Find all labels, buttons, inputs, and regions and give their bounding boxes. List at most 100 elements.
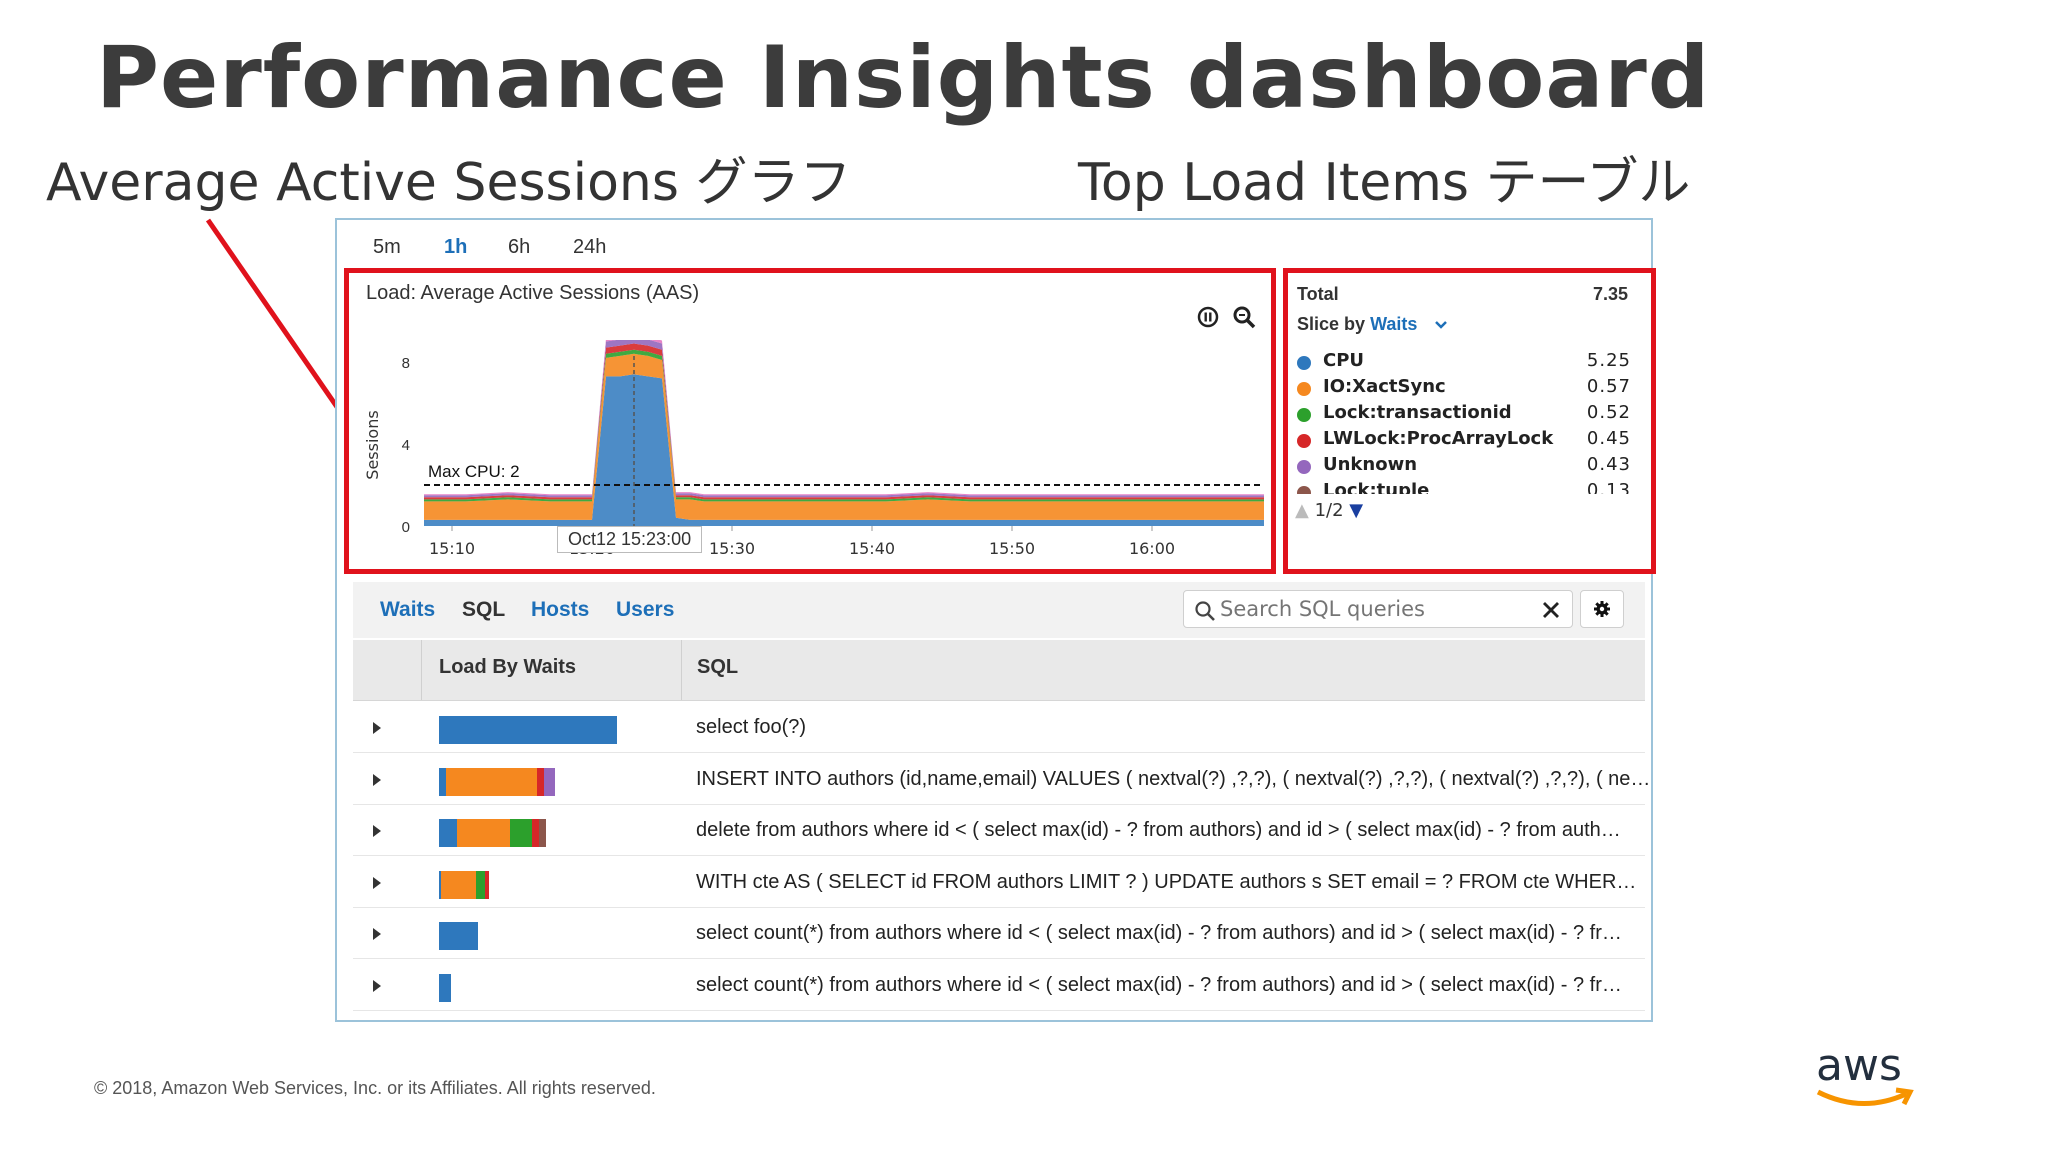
pause-icon[interactable] (1196, 305, 1220, 329)
y-tick-label: 0 (402, 519, 410, 536)
y-axis-label: Sessions (366, 410, 382, 479)
column-header-sql[interactable]: SQL (697, 656, 739, 678)
load-bar-segment (536, 767, 544, 796)
table-row[interactable]: INSERT INTO authors (id,name,email) VALU… (353, 754, 1650, 805)
x-tick-label: 15:50 (989, 539, 1035, 558)
top-load-item-value: 0.43 (1586, 454, 1631, 475)
legend-dot-icon (1297, 382, 1311, 396)
table-row[interactable]: select foo(?) (353, 702, 1645, 753)
load-bar-segment (531, 819, 539, 847)
top-load-item-value: 0.52 (1586, 402, 1631, 423)
load-bar-segment (439, 922, 479, 950)
search-box[interactable] (1183, 590, 1573, 628)
top-load-item-name: CPU (1323, 350, 1365, 371)
load-bar-segment (510, 819, 532, 847)
top-load-item-value: 5.25 (1586, 350, 1631, 371)
tab-users[interactable]: Users (616, 598, 675, 621)
load-bar-segment (456, 819, 511, 847)
y-tick-label: 8 (402, 355, 410, 372)
highlight-top-items-box (1283, 268, 1656, 574)
top-load-item-name: Unknown (1323, 454, 1418, 475)
x-tick-label: 15:30 (709, 539, 755, 558)
table-header (353, 640, 1645, 701)
sql-statement[interactable]: select count(*) from authors where id < … (696, 922, 1622, 944)
time-range-1h[interactable]: 1h (444, 236, 468, 258)
load-bar-segment (485, 870, 489, 899)
callout-average-active-sessions: Average Active Sessions グラフ (46, 153, 852, 213)
y-tick-label: 4 (402, 437, 410, 454)
top-load-item[interactable]: LWLock:ProcArrayLock 0.45 (1297, 428, 1637, 454)
top-load-item-value: 0.13 (1586, 480, 1631, 494)
load-bar-segment (538, 819, 546, 847)
search-input[interactable] (1220, 595, 1520, 623)
slice-by-selector[interactable]: Slice by Waits (1297, 314, 1448, 335)
top-load-item-name: Lock:transactionid (1323, 402, 1512, 423)
chevron-down-icon[interactable] (1434, 320, 1448, 330)
slice-by-label: Slice by (1297, 314, 1366, 334)
aws-logo: aws (1816, 1044, 1914, 1106)
sql-statement[interactable]: delete from authors where id < ( select … (696, 819, 1621, 841)
total-label: Total (1297, 284, 1339, 304)
legend-dot-icon (1297, 460, 1311, 474)
sql-statement[interactable]: select count(*) from authors where id < … (696, 973, 1622, 996)
sql-statement[interactable]: WITH cte AS ( SELECT id FROM authors LIM… (696, 870, 1637, 893)
table-row[interactable]: delete from authors where id < ( select … (353, 805, 1645, 856)
load-bar-segment (439, 767, 447, 796)
load-bar-segment (439, 870, 441, 899)
load-bar (439, 922, 479, 950)
expand-arrow-icon[interactable] (373, 979, 381, 992)
column-divider (421, 640, 422, 700)
copyright: © 2018, Amazon Web Services, Inc. or its… (94, 1078, 656, 1098)
chart-title: Load: Average Active Sessions (AAS) (366, 282, 700, 304)
column-header-load[interactable]: Load By Waits (439, 656, 577, 678)
expand-arrow-icon[interactable] (373, 825, 381, 837)
load-bar-segment (543, 767, 555, 796)
x-tick-label: 16:00 (1129, 539, 1175, 558)
settings-button[interactable] (1580, 590, 1624, 628)
column-divider (681, 640, 682, 700)
slice-by-value[interactable]: Waits (1370, 314, 1418, 334)
tab-waits[interactable]: Waits (380, 598, 436, 621)
sql-statement[interactable]: INSERT INTO authors (id,name,email) VALU… (696, 767, 1651, 790)
load-bar-segment (446, 767, 537, 796)
slide-title: Performance Insights dashboard (96, 28, 1711, 128)
highlight-chart-box (344, 268, 1276, 574)
pager[interactable]: ▲ 1/2 ▼ (1295, 500, 1363, 521)
page-down-icon[interactable]: ▼ (1349, 500, 1364, 521)
pointer-line-left (205, 218, 349, 422)
clear-icon[interactable] (1542, 601, 1560, 619)
aws-logo-text: aws (1816, 1044, 1902, 1091)
page-up-icon[interactable]: ▲ (1295, 500, 1309, 521)
table-row[interactable]: select count(*) from authors where id < … (353, 908, 1645, 959)
expand-arrow-icon[interactable] (373, 773, 381, 786)
legend-dot-icon (1297, 486, 1311, 494)
legend-dot-icon (1297, 434, 1311, 448)
sql-statement[interactable]: select foo(?) (696, 716, 807, 738)
top-load-item-value: 0.57 (1586, 376, 1631, 397)
top-load-item-name: LWLock:ProcArrayLock (1323, 428, 1554, 449)
top-load-item-name: IO:XactSync (1323, 376, 1446, 397)
time-range-5m[interactable]: 5m (373, 236, 401, 258)
tab-hosts[interactable]: Hosts (531, 598, 590, 621)
legend-dot-icon (1297, 356, 1311, 370)
zoom-icon[interactable] (1232, 305, 1256, 329)
expand-arrow-icon[interactable] (373, 928, 381, 940)
chart-tooltip: Oct12 15:23:00 (557, 526, 703, 553)
max-cpu-label: Max CPU: 2 (428, 462, 520, 481)
top-load-item[interactable]: IO:XactSync 0.57 (1297, 376, 1637, 402)
tab-sql[interactable]: SQL (462, 598, 506, 621)
expand-arrow-icon[interactable] (373, 876, 381, 889)
time-range-6h[interactable]: 6h (508, 236, 531, 258)
table-row[interactable]: WITH cte AS ( SELECT id FROM authors LIM… (353, 857, 1645, 908)
expand-arrow-icon[interactable] (373, 722, 381, 734)
time-range-24h[interactable]: 24h (573, 236, 607, 258)
load-bar-segment (439, 716, 617, 744)
x-tick-label: 15:10 (429, 539, 475, 558)
load-bar (439, 870, 489, 899)
top-load-item[interactable]: Lock:tuple 0.13 (1297, 480, 1637, 494)
top-load-item[interactable]: CPU 5.25 (1297, 350, 1637, 376)
table-row[interactable]: select count(*) from authors where id < … (353, 960, 1645, 1011)
top-load-item[interactable]: Lock:transactionid 0.52 (1297, 402, 1637, 428)
load-bar-segment (440, 870, 477, 899)
top-load-item[interactable]: Unknown 0.43 (1297, 454, 1637, 480)
